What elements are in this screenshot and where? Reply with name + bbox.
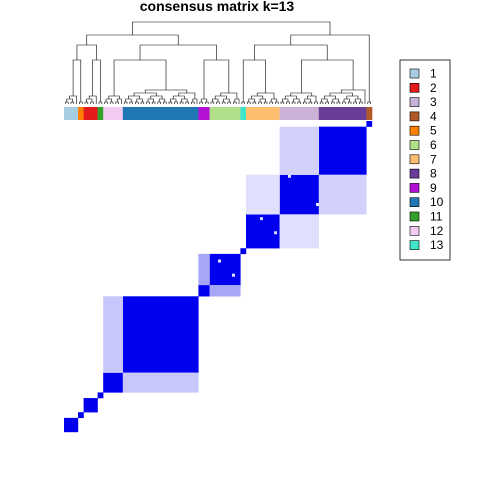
- legend-swatch-7: [409, 154, 420, 165]
- legend-swatch-10: [409, 197, 420, 207]
- heatmap-block-6-9: [209, 284, 241, 297]
- heatmap-block-2: [83, 398, 98, 413]
- heatmap-block-3-8: [279, 126, 319, 175]
- heatmap-block-11: [97, 392, 104, 399]
- class-bar-segment-7: [246, 107, 280, 120]
- legend-swatch-12: [409, 226, 420, 236]
- heatmap-block-3: [279, 174, 319, 215]
- class-bar-segment-11: [97, 107, 104, 120]
- heatmap-block-9-6: [198, 253, 210, 286]
- legend-swatch-13: [409, 240, 420, 250]
- legend-swatch-5: [409, 125, 420, 136]
- heatmap-cell-0: [232, 273, 235, 277]
- class-bar-segment-5: [78, 107, 84, 120]
- heatmap-block-5: [78, 412, 84, 419]
- legend-label-8: 8: [430, 167, 437, 181]
- legend-label-2: 2: [430, 81, 437, 95]
- legend-label-12: 12: [430, 224, 444, 238]
- heatmap-block-1: [64, 417, 79, 433]
- legend-label-6: 6: [430, 138, 437, 152]
- legend-swatch-11: [409, 211, 420, 222]
- legend-label-9: 9: [430, 181, 437, 195]
- legend-swatch-3: [409, 97, 420, 107]
- heatmap-block-10: [122, 296, 199, 373]
- heatmap-block-8-3: [318, 174, 367, 215]
- class-bar: [64, 107, 373, 120]
- legend-swatch-1: [409, 68, 420, 79]
- class-bar-segment-4: [366, 107, 373, 120]
- dendrogram: [65, 21, 371, 104]
- heatmap-block-6: [209, 253, 241, 286]
- heatmap-block-12-10: [103, 296, 123, 373]
- legend-swatch-4: [409, 111, 420, 122]
- heatmap-block-9: [198, 284, 210, 297]
- class-bar-segment-8: [318, 107, 367, 120]
- legend-label-3: 3: [430, 95, 437, 109]
- heatmap-block-10-12: [122, 372, 199, 393]
- class-bar-segment-12: [103, 107, 124, 120]
- heatmap-block-12: [103, 372, 123, 393]
- class-bar-segment-13: [240, 107, 247, 120]
- legend-label-1: 1: [430, 67, 437, 81]
- class-bar-segment-3: [279, 107, 320, 120]
- class-bar-segment-2: [83, 107, 98, 120]
- chart-title: consensus matrix k=13: [140, 0, 295, 14]
- heatmap-block-4: [366, 121, 373, 127]
- heatmap-block-3-7: [279, 214, 319, 249]
- legend-label-4: 4: [430, 109, 437, 123]
- heatmap-block-7-3: [246, 174, 280, 215]
- heatmap-block-8: [318, 126, 367, 175]
- legend-swatch-8: [409, 168, 420, 179]
- legend-box: [399, 59, 451, 261]
- legend-label-7: 7: [430, 152, 437, 166]
- legend-label-5: 5: [430, 124, 437, 138]
- heatmap-cell-1: [218, 259, 221, 263]
- class-bar-segment-9: [198, 107, 210, 120]
- legend-label-10: 10: [430, 195, 444, 209]
- legend-label-11: 11: [430, 210, 443, 224]
- heatmap-cell-2: [316, 202, 319, 207]
- heatmap-cell-4: [274, 231, 277, 235]
- class-bar-segment-10: [122, 107, 199, 120]
- heatmap-block-13: [240, 248, 247, 255]
- legend-label-13: 13: [430, 238, 444, 252]
- heatmap-cell-5: [260, 217, 263, 221]
- heatmap-cell-3: [288, 174, 291, 178]
- class-bar-segment-1: [64, 107, 79, 120]
- legend-swatch-6: [409, 140, 420, 150]
- legend-swatch-9: [409, 183, 420, 193]
- heatmap-matrix: [64, 121, 373, 433]
- legend-swatch-2: [409, 83, 420, 93]
- class-bar-segment-6: [209, 107, 241, 120]
